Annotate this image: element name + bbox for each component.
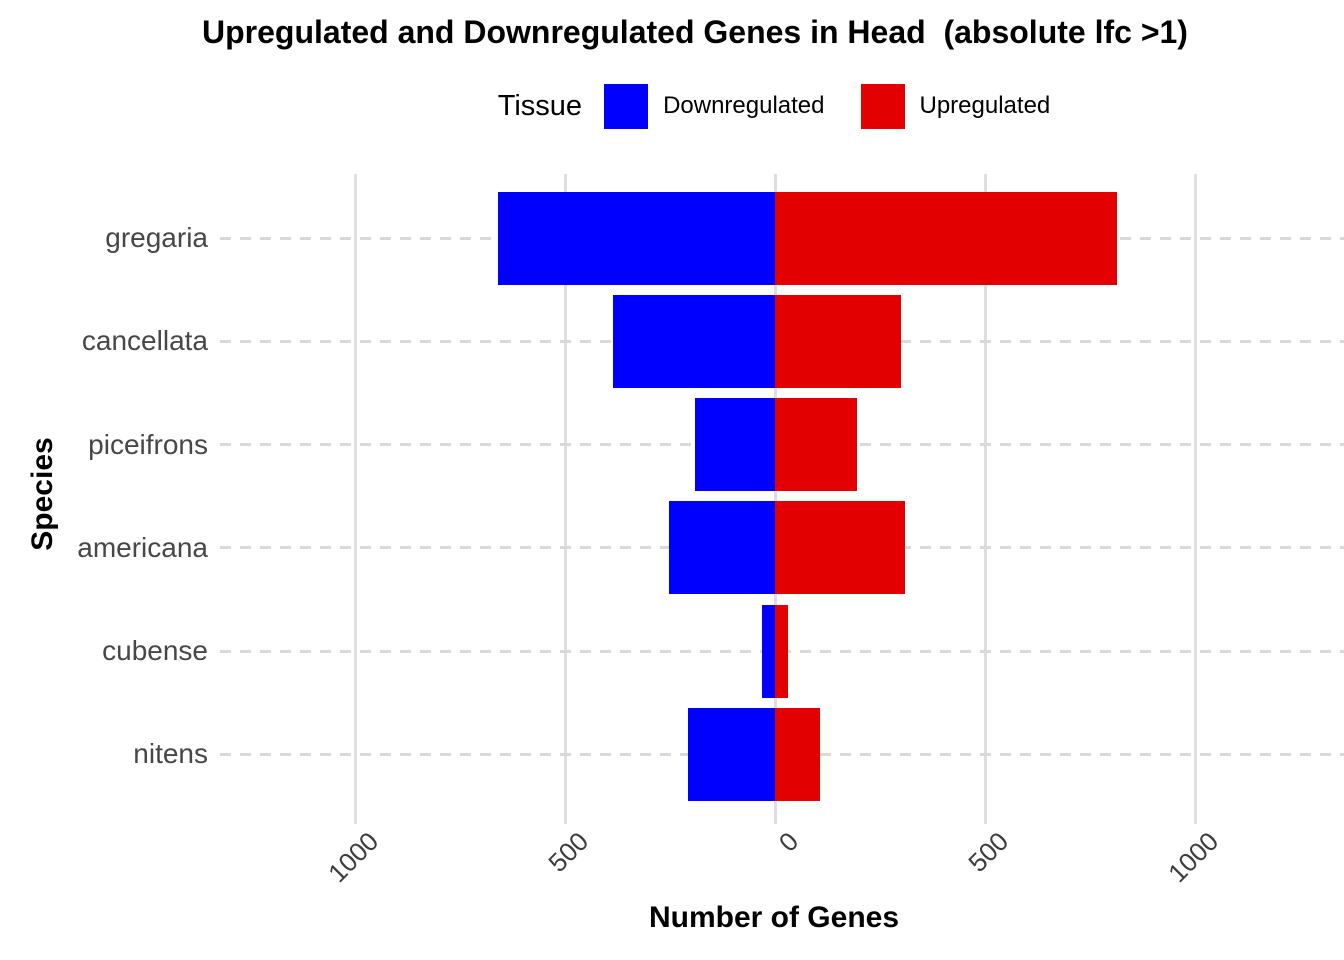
bar-upregulated-americana (775, 501, 906, 595)
bar-downregulated-americana (669, 501, 775, 595)
legend-label-downregulated: Downregulated (663, 92, 825, 119)
vertical-gridline (1193, 174, 1197, 815)
bar-upregulated-cubense (775, 604, 789, 698)
bar-downregulated-nitens (687, 707, 775, 801)
vertical-gridline (353, 174, 357, 815)
y-axis-title: Species (26, 437, 59, 551)
bar-upregulated-nitens (775, 707, 820, 801)
bar-upregulated-piceifrons (775, 398, 857, 492)
chart-title: Upregulated and Downregulated Genes in H… (202, 14, 1188, 50)
bar-downregulated-piceifrons (695, 398, 775, 492)
vertical-gridline (773, 174, 777, 815)
y-tick-label-cubense: cubense (102, 635, 208, 666)
legend-key-upregulated-swatch (860, 83, 905, 129)
vertical-gridline (983, 174, 987, 815)
plot-panel (220, 174, 1344, 815)
y-tick-label-cancellata: cancellata (81, 325, 208, 357)
legend-key-downregulated-swatch (604, 83, 649, 129)
vertical-gridline (563, 174, 567, 815)
bar-upregulated-gregaria (775, 191, 1118, 285)
y-tick-label-gregaria: gregaria (105, 222, 208, 254)
y-tick-label-americana: americana (77, 531, 208, 563)
bar-upregulated-cancellata (775, 294, 901, 388)
bar-downregulated-gregaria (497, 191, 775, 285)
legend-title: Tissue (497, 89, 583, 122)
x-axis-tick-mark (353, 815, 357, 824)
legend-label-upregulated: Upregulated (919, 92, 1051, 119)
bar-downregulated-cubense (761, 604, 775, 698)
y-tick-label-piceifrons: piceifrons (88, 428, 208, 460)
x-axis-tick-mark (773, 815, 777, 824)
x-axis-tick-mark (1193, 815, 1197, 824)
x-axis-tick-mark (563, 815, 567, 824)
x-axis-title: Number of Genes (648, 901, 900, 934)
y-tick-label-nitens: nitens (133, 738, 208, 770)
bar-downregulated-cancellata (613, 294, 775, 388)
legend: Tissue Downregulated Upregulated (204, 82, 1344, 130)
x-axis-tick-mark (983, 815, 987, 824)
